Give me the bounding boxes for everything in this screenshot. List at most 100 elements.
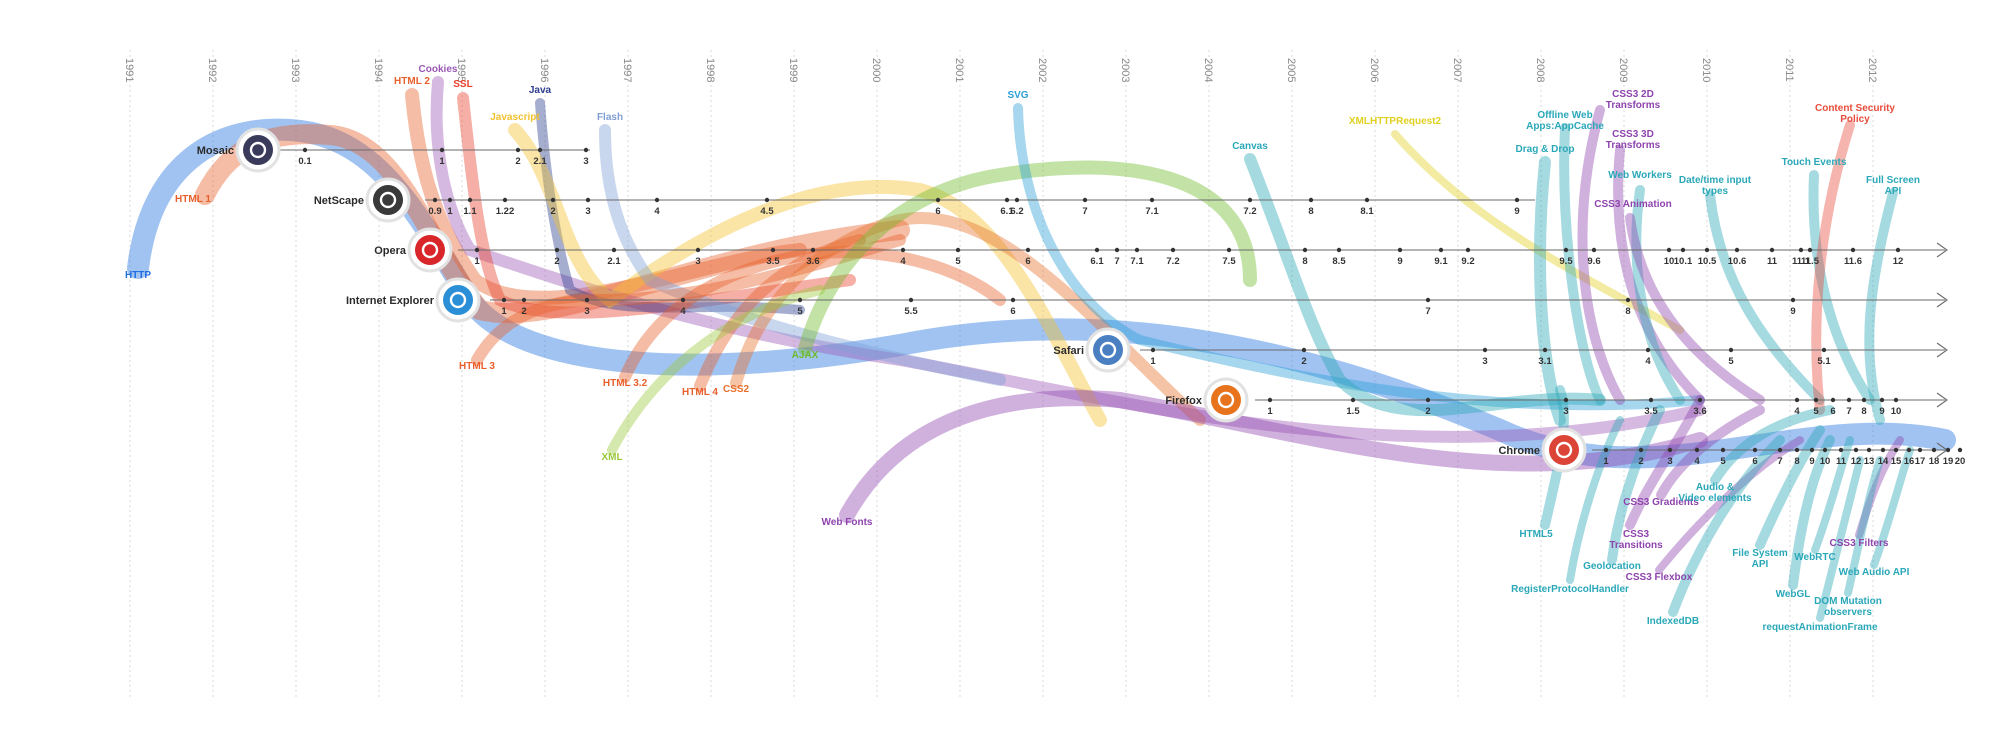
version-dot — [1680, 247, 1686, 253]
version-label: 1 — [447, 206, 453, 217]
version-dot — [654, 197, 660, 203]
version-label: 7 — [1777, 456, 1782, 467]
browser-name-firefox: Firefox — [1165, 395, 1203, 407]
version-dot — [432, 197, 438, 203]
version-label: 1.22 — [496, 206, 515, 217]
version-dot — [1010, 297, 1016, 303]
version-label: 5 — [955, 256, 961, 267]
version-dot — [1728, 347, 1734, 353]
version-dot — [1879, 397, 1885, 403]
feature-label-css2: CSS2CSS2 — [723, 384, 750, 395]
version-dot — [439, 147, 445, 153]
version-label: 10.6 — [1728, 256, 1747, 267]
year-label-1998: 1998 — [704, 58, 716, 82]
ribbon-webgl — [1788, 435, 1835, 590]
feature-label-full-screen-api: Full Screen APIFull Screen API — [1866, 175, 1920, 197]
version-dot — [1694, 447, 1700, 453]
version-label: 3 — [695, 256, 700, 267]
ribbon-html-4 — [694, 234, 866, 392]
version-dot — [680, 297, 686, 303]
version-dot — [1226, 247, 1232, 253]
version-dot — [515, 147, 521, 153]
browser-name-safari: Safari — [1053, 345, 1084, 357]
version-dot — [521, 297, 527, 303]
version-dot — [1880, 447, 1886, 453]
ribbon-css3-transitions — [1625, 395, 1705, 530]
version-dot — [1945, 447, 1951, 453]
feature-label-canvas: CanvasCanvas — [1232, 141, 1268, 152]
version-label: 1.5 — [1346, 406, 1360, 417]
version-label: 1 — [1267, 406, 1273, 417]
feature-label-cookies: CookiesCookies — [419, 64, 458, 75]
version-label: 8.5 — [1332, 256, 1346, 267]
version-label: 16 — [1904, 456, 1915, 467]
version-label: 9.1 — [1434, 256, 1448, 267]
version-label: 9.5 — [1559, 256, 1573, 267]
version-label: 5.5 — [904, 306, 918, 317]
version-label: 5 — [797, 306, 803, 317]
version-label: 3.5 — [766, 256, 780, 267]
feature-label-dom-mutation-observers: DOM Mutation observersDOM Mutation observ… — [1814, 596, 1882, 618]
ribbon-file-system-api — [1755, 425, 1825, 550]
version-label: 1.1 — [463, 206, 477, 217]
ribbon-html-3 — [471, 234, 906, 366]
feature-label-drag-drop: Drag & DropDrag & Drop — [1516, 144, 1575, 155]
feature-label-webrtc: WebRTCWebRTC — [1794, 552, 1835, 563]
feature-label-web-workers: Web WorkersWeb Workers — [1608, 170, 1672, 181]
version-label: 5 — [1813, 406, 1819, 417]
version-dot — [1704, 247, 1710, 253]
version-dot — [1667, 447, 1673, 453]
version-dot — [1838, 447, 1844, 453]
ribbon-full-screen-api — [1864, 188, 1898, 425]
year-label-2012: 2012 — [1866, 58, 1878, 82]
browser-name-netscape: NetScape — [314, 195, 364, 207]
feature-label-web-fonts: Web FontsWeb Fonts — [822, 517, 873, 528]
ribbon-css3-animation — [1625, 213, 1765, 405]
version-dot — [1853, 447, 1859, 453]
feature-label-xml: XMLXML — [601, 452, 622, 463]
firefox-logo-icon — [1203, 377, 1249, 423]
version-dot — [611, 247, 617, 253]
version-label: 2.1 — [533, 156, 547, 167]
ribbon-flash — [599, 124, 1006, 386]
year-label-1995: 1995 — [455, 58, 467, 82]
version-label: 9.2 — [1461, 256, 1474, 267]
version-dot — [1638, 447, 1644, 453]
version-dot — [1082, 197, 1088, 203]
version-label: 12 — [1893, 256, 1904, 267]
year-grid: 1991 1992 1993 1994 1995 1996 1997 1998 1999 2000… — [123, 50, 1878, 700]
version-label: 4 — [1645, 356, 1651, 367]
version-label: 11.1 — [1792, 256, 1811, 267]
year-label-1997: 1997 — [621, 58, 633, 82]
year-label-2006: 2006 — [1368, 58, 1380, 82]
version-dot — [1591, 247, 1597, 253]
version-dot — [1364, 197, 1370, 203]
version-label: 3.6 — [1693, 406, 1706, 417]
version-dot — [447, 197, 453, 203]
ribbon-dom-mutation-observers — [1844, 456, 1884, 597]
ribbon-css3-3d-transforms — [1613, 145, 1705, 405]
version-dot — [1014, 197, 1020, 203]
ribbon-content-security-policy — [1811, 120, 1855, 415]
version-label: 9 — [1397, 256, 1402, 267]
opera-logo-icon — [407, 227, 453, 273]
version-dot — [1769, 247, 1775, 253]
version-dot — [467, 197, 473, 203]
ribbon-web-workers — [1631, 185, 1685, 405]
version-dot — [1807, 247, 1813, 253]
feature-label-audio-video-elements: Audio & Video elementsAudio & Video eleme… — [1678, 482, 1752, 504]
version-label: 11.6 — [1844, 256, 1862, 267]
version-label: 0.1 — [298, 156, 312, 167]
version-dot — [1170, 247, 1176, 253]
version-label: 6 — [935, 206, 940, 217]
internet-explorer-logo-icon — [435, 277, 481, 323]
year-label-1999: 1999 — [787, 58, 799, 82]
year-label-1994: 1994 — [372, 58, 384, 82]
version-label: 2 — [521, 306, 526, 317]
ribbon-html-3-2 — [619, 246, 1006, 383]
year-label-1992: 1992 — [206, 58, 218, 82]
feature-ribbons — [127, 76, 1956, 622]
